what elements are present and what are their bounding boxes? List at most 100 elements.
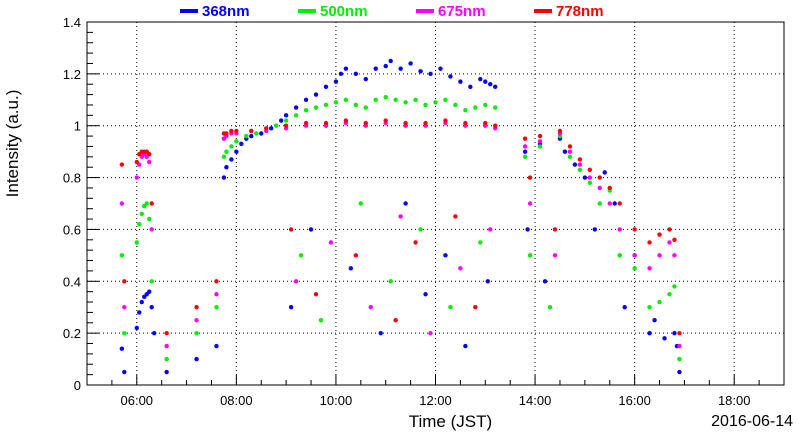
data-point	[478, 240, 483, 245]
data-point	[647, 330, 652, 336]
data-point	[119, 201, 125, 206]
date-label: 2016-06-14	[711, 413, 793, 430]
data-point	[537, 139, 543, 144]
data-point	[433, 100, 438, 105]
data-point	[423, 120, 428, 126]
data-point	[259, 131, 264, 136]
data-point	[273, 123, 279, 128]
data-point	[647, 240, 652, 245]
data-point	[194, 317, 199, 323]
data-point	[667, 227, 672, 232]
data-point	[214, 343, 219, 349]
data-point	[239, 141, 244, 147]
data-point	[194, 356, 199, 362]
data-point	[443, 253, 448, 258]
data-point	[254, 131, 259, 136]
data-point	[408, 61, 413, 66]
data-point	[552, 227, 558, 232]
data-point	[677, 343, 682, 349]
data-point	[229, 157, 234, 162]
y-tick-label: 1.2	[63, 67, 81, 82]
data-point	[363, 120, 368, 126]
data-point	[567, 154, 573, 160]
data-point	[293, 105, 299, 110]
data-point	[313, 105, 319, 110]
data-point	[428, 71, 433, 77]
data-point	[303, 97, 309, 102]
data-point	[134, 325, 139, 331]
data-point	[152, 330, 157, 336]
data-point	[413, 97, 418, 102]
data-point	[149, 227, 154, 232]
data-point	[288, 227, 294, 232]
data-point	[147, 289, 152, 294]
x-tick-label: 10:00	[320, 393, 353, 408]
data-point	[612, 201, 617, 206]
data-point	[303, 120, 309, 126]
data-point	[527, 175, 533, 180]
data-point	[677, 369, 682, 375]
y-tick-label: 0	[74, 378, 81, 393]
data-point	[418, 227, 423, 232]
data-point	[393, 97, 398, 102]
data-point	[587, 167, 593, 172]
legend-label: 368nm	[202, 3, 250, 20]
y-tick-label: 0.2	[63, 326, 81, 341]
data-point	[537, 144, 543, 149]
data-point	[149, 305, 154, 310]
data-point	[234, 139, 239, 144]
data-point	[622, 305, 627, 310]
data-point	[587, 175, 593, 180]
data-point	[353, 253, 359, 258]
data-point	[137, 222, 142, 227]
data-point	[368, 305, 373, 310]
data-point	[403, 120, 408, 126]
data-point	[323, 102, 329, 108]
data-point	[525, 227, 530, 232]
data-point	[577, 157, 583, 162]
data-point	[413, 240, 418, 245]
data-point	[224, 131, 229, 136]
data-point	[264, 126, 269, 131]
data-point	[308, 227, 314, 232]
data-point	[122, 305, 127, 310]
axis-ticks: 06:00 08:00 10:00 12:00 14:00 16:00 18:00 0 0.2 0…	[63, 15, 785, 408]
data-point	[147, 216, 152, 222]
data-point	[527, 201, 533, 206]
data-point	[667, 240, 672, 245]
data-point	[448, 305, 453, 310]
x-axis-title: Time (JST)	[409, 412, 492, 431]
x-tick-label: 12:00	[419, 393, 452, 408]
data-point	[483, 79, 488, 84]
legend-swatch	[180, 9, 198, 13]
data-point	[577, 162, 583, 167]
data-point	[388, 279, 393, 284]
data-point	[632, 253, 637, 258]
data-point	[617, 227, 622, 232]
data-point	[318, 317, 324, 323]
data-point	[333, 100, 339, 105]
data-point	[244, 133, 249, 139]
data-point	[468, 84, 473, 90]
data-point	[398, 214, 403, 219]
data-point	[443, 97, 448, 102]
data-point	[458, 79, 463, 84]
data-point	[438, 66, 443, 71]
data-point	[463, 343, 468, 349]
data-point	[164, 369, 169, 375]
data-point	[552, 253, 558, 258]
data-point	[147, 159, 152, 165]
data-point	[657, 299, 662, 305]
data-point	[164, 343, 169, 349]
data-point	[587, 180, 593, 185]
data-point	[453, 102, 458, 108]
data-point	[493, 123, 498, 128]
data-point	[137, 310, 142, 315]
data-point	[483, 102, 488, 108]
data-point	[144, 201, 149, 206]
data-point	[398, 66, 403, 71]
data-point	[672, 330, 677, 336]
data-point	[119, 162, 125, 167]
data-point	[343, 66, 349, 71]
data-point	[473, 305, 478, 310]
